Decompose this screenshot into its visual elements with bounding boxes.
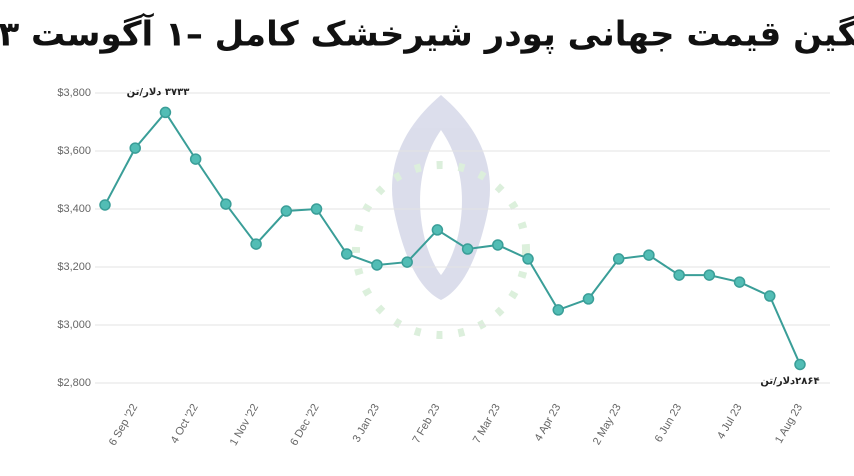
annotation: ۳۷۳۳ دلار/تن (127, 87, 190, 98)
point (643, 249, 655, 261)
point (522, 253, 534, 265)
y-tick-label: $3,400 (57, 203, 91, 215)
x-tick-label: 1 Nov '22 (228, 402, 261, 448)
point (310, 203, 323, 215)
y-tick-label: $3,000 (57, 319, 91, 331)
point (552, 304, 565, 316)
x-tick-label: 6 Jun 23 (653, 402, 684, 445)
point (280, 205, 293, 217)
point (371, 259, 383, 271)
point (612, 253, 625, 265)
watermark-logo (352, 95, 530, 339)
chart-title: میانگین قیمت جهانی پودر شیرخشک کامل –۱ آ… (0, 13, 854, 55)
point (189, 153, 202, 165)
point (733, 276, 746, 288)
point (220, 198, 232, 210)
point (401, 256, 413, 268)
y-tick-label: $3,800 (57, 87, 91, 99)
point (431, 224, 444, 236)
x-tick-label: 2 May 23 (591, 402, 624, 447)
point (492, 239, 504, 251)
x-tick-label: 6 Sep '22 (107, 402, 140, 448)
x-tick-label: 4 Jul 23 (715, 402, 745, 441)
point (582, 293, 595, 305)
point (129, 142, 141, 154)
y-tick-label: $3,200 (57, 261, 91, 273)
point (159, 106, 172, 119)
x-tick-label: 7 Mar 23 (471, 402, 503, 446)
x-tick-label: 4 Apr 23 (532, 402, 563, 443)
y-tick-label: $2,800 (57, 377, 91, 389)
point (99, 199, 111, 211)
x-tick-label: 4 Oct '22 (169, 402, 201, 446)
point (250, 238, 262, 250)
x-tick-label: 7 Feb 23 (410, 402, 442, 446)
x-tick-label: 6 Dec '22 (288, 402, 321, 448)
point (461, 243, 474, 255)
point (340, 248, 353, 260)
point (794, 358, 806, 371)
point (703, 269, 716, 281)
y-tick-label: $3,600 (57, 145, 91, 157)
x-tick-label: 3 Jan 23 (351, 402, 382, 445)
grid (95, 92, 830, 384)
point (673, 269, 685, 281)
annotation: ۲۸۶۴دلار/تن (760, 376, 819, 387)
x-tick-label: 1 Aug 23 (773, 402, 805, 446)
point (764, 290, 776, 302)
